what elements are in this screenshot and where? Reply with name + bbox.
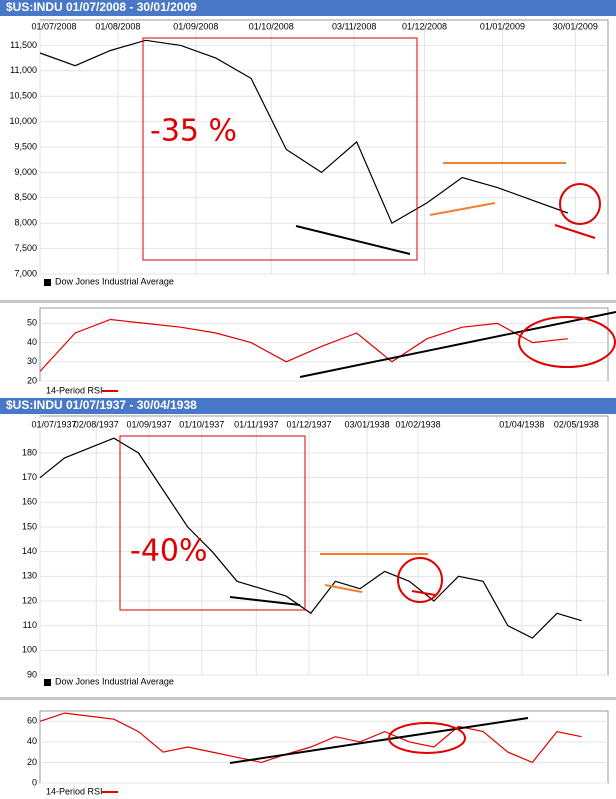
x-tick-label: 01/12/2008 (402, 21, 447, 31)
trend-line (411, 590, 436, 596)
legend-swatch (44, 679, 51, 686)
series-line (39, 318, 568, 372)
y-tick-label: 11,000 (10, 65, 37, 75)
y-tick-label: 60 (27, 716, 37, 726)
series-line (39, 712, 582, 764)
x-tick-label: 01/12/1937 (287, 419, 332, 429)
y-tick-label: 10,500 (9, 91, 37, 101)
box (142, 37, 418, 261)
y-tick-label: 7,500 (14, 243, 37, 253)
plot-area (39, 307, 609, 382)
circle (518, 316, 616, 368)
y-tick-label: 10,000 (9, 116, 37, 126)
plot-area (39, 710, 609, 784)
header-bar (0, 398, 616, 414)
x-tick-label: 01/09/1937 (127, 419, 172, 429)
legend-label: 14-Period RSI (46, 786, 103, 796)
y-tick-label: 160 (22, 497, 37, 507)
x-tick-label: 01/11/1937 (234, 419, 278, 429)
separator (0, 300, 616, 303)
drawings (119, 37, 616, 764)
trend-line (429, 202, 496, 216)
y-tick-label: 140 (22, 546, 37, 556)
y-tick-label: 100 (22, 645, 37, 655)
trend-line (554, 224, 596, 239)
x-tick-label: 03/01/1938 (345, 419, 390, 429)
circle (388, 722, 466, 754)
x-tick-label: 02/05/1938 (554, 419, 599, 429)
x-tick-label: 01/02/1938 (396, 419, 441, 429)
y-tick-label: 150 (22, 521, 37, 531)
legend-swatch (44, 279, 51, 286)
y-tick-label: 8,500 (14, 192, 37, 202)
box (119, 435, 306, 611)
x-tick-label: 01/09/2008 (173, 21, 218, 31)
series-line (39, 39, 569, 225)
legend-label: Dow Jones Industrial Average (55, 276, 174, 286)
x-tick-label: 01/07/1937 (31, 419, 76, 429)
header-title: $US:INDU 01/07/2008 - 30/01/2009 (6, 0, 197, 14)
header-bar (0, 0, 616, 16)
trend-line (229, 596, 301, 606)
x-tick-label: 03/11/2008 (332, 21, 376, 31)
y-tick-label: 7,000 (14, 268, 37, 278)
header-title: $US:INDU 01/07/1937 - 30/04/1938 (6, 398, 197, 412)
x-tick-label: 01/08/2008 (95, 21, 140, 31)
y-tick-label: 120 (22, 595, 37, 605)
y-tick-label: 50 (27, 318, 37, 328)
trend-line (299, 311, 616, 378)
x-tick-label: 01/10/2008 (249, 21, 294, 31)
annotation: -40% (130, 534, 208, 569)
x-tick-label: 02/08/1937 (74, 419, 119, 429)
annotation: -35 % (150, 114, 237, 149)
x-tick-label: 01/07/2008 (31, 21, 76, 31)
circle (559, 183, 601, 225)
y-tick-label: 130 (22, 571, 37, 581)
y-tick-label: 110 (23, 620, 37, 630)
plot-area (39, 415, 609, 676)
separator (0, 697, 616, 700)
y-tick-label: 40 (27, 337, 37, 347)
y-tick-label: 0 (32, 777, 37, 787)
legend-label: Dow Jones Industrial Average (55, 676, 174, 686)
y-tick-label: 20 (27, 757, 37, 767)
trend-line (295, 225, 411, 255)
y-tick-label: 170 (22, 472, 37, 482)
y-tick-label: 90 (27, 669, 37, 679)
y-tick-label: 8,000 (14, 218, 37, 228)
x-tick-label: 30/01/2009 (553, 21, 598, 31)
circle (397, 557, 443, 603)
y-tick-label: 30 (27, 356, 37, 366)
trend-line (229, 717, 529, 764)
y-tick-label: 9,500 (14, 141, 37, 151)
x-tick-label: 01/04/1938 (499, 419, 544, 429)
y-tick-label: 20 (27, 375, 37, 385)
legend-label: 14-Period RSI (46, 385, 103, 395)
series-line (39, 437, 582, 639)
y-tick-label: 180 (22, 447, 37, 457)
trend-line (324, 584, 363, 593)
y-tick-label: 9,000 (14, 167, 37, 177)
y-tick-label: 40 (27, 736, 37, 746)
x-tick-label: 01/10/1937 (179, 419, 224, 429)
x-tick-label: 01/01/2009 (480, 21, 525, 31)
y-tick-label: 11,500 (10, 40, 37, 50)
